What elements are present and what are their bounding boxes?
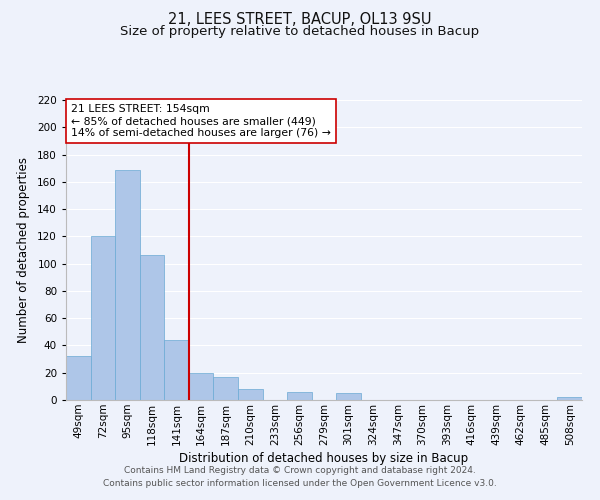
Bar [66, 356, 91, 400]
Bar [140, 256, 164, 400]
Text: 21 LEES STREET: 154sqm
← 85% of detached houses are smaller (449)
14% of semi-de: 21 LEES STREET: 154sqm ← 85% of detached… [71, 104, 331, 138]
Text: Size of property relative to detached houses in Bacup: Size of property relative to detached ho… [121, 25, 479, 38]
Bar [115, 170, 140, 400]
Bar [336, 393, 361, 400]
Bar [214, 377, 238, 400]
Bar [164, 340, 189, 400]
Bar [557, 398, 582, 400]
Text: 21, LEES STREET, BACUP, OL13 9SU: 21, LEES STREET, BACUP, OL13 9SU [168, 12, 432, 28]
X-axis label: Distribution of detached houses by size in Bacup: Distribution of detached houses by size … [179, 452, 469, 465]
Bar [287, 392, 312, 400]
Bar [91, 236, 115, 400]
Bar [238, 389, 263, 400]
Text: Contains HM Land Registry data © Crown copyright and database right 2024.
Contai: Contains HM Land Registry data © Crown c… [103, 466, 497, 487]
Bar [189, 372, 214, 400]
Y-axis label: Number of detached properties: Number of detached properties [17, 157, 30, 343]
